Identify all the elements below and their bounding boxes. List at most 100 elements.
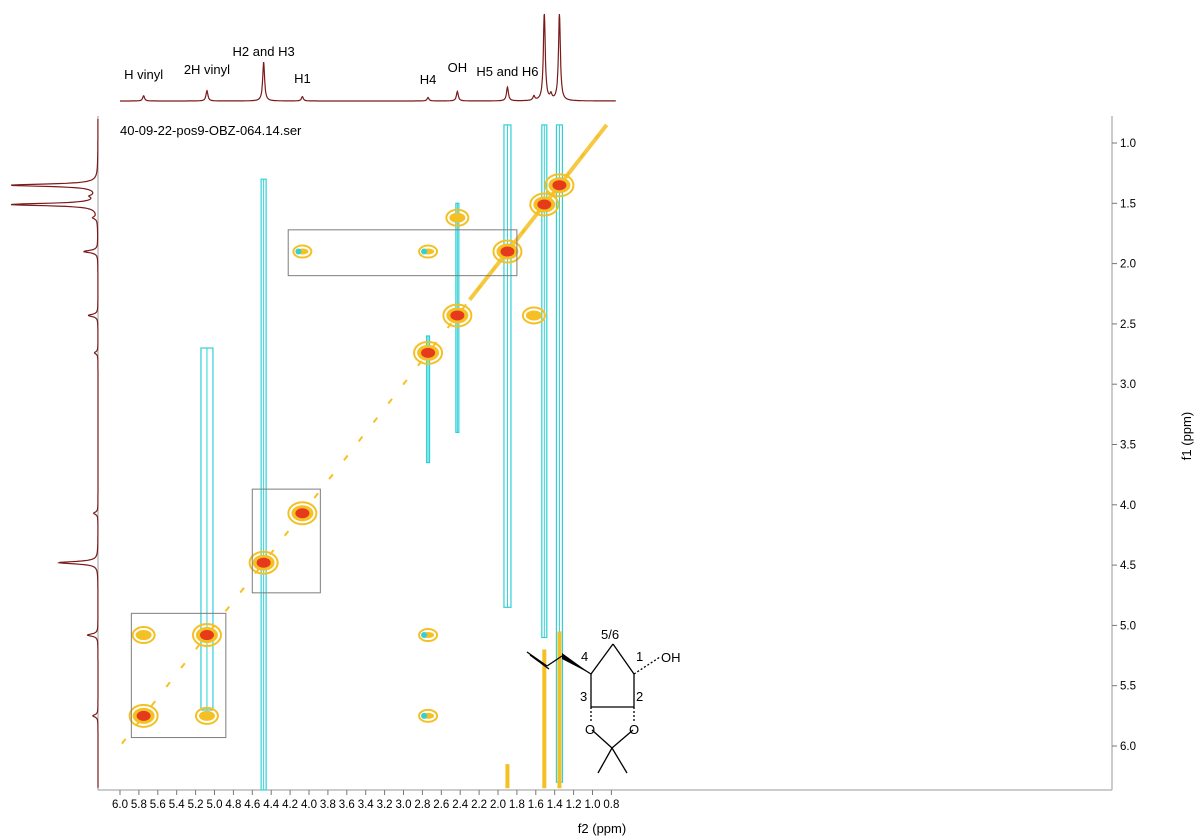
x-axis-label: f2 (ppm) xyxy=(578,821,626,836)
x-tick-label-14: 3.2 xyxy=(377,799,393,811)
y-axis-label: f1 (ppm) xyxy=(1179,412,1194,460)
peak-outer-10 xyxy=(194,706,219,725)
highlight-box-2 xyxy=(287,229,518,277)
peak-neg-11 xyxy=(295,248,302,255)
x-tick-label-21: 1.8 xyxy=(509,799,525,811)
x-tick-label-0: 6.0 xyxy=(112,799,128,811)
peak-core-1 xyxy=(199,630,214,641)
x-tick-label-23: 1.4 xyxy=(547,799,564,811)
y-tick-label-3: 2.5 xyxy=(1120,319,1136,331)
peak-outer-15 xyxy=(418,628,439,643)
x-tick-label-3: 5.4 xyxy=(169,799,186,811)
pos-trace-2 xyxy=(557,631,562,789)
contour-peaks xyxy=(128,173,575,728)
peak-label-0: H vinyl xyxy=(124,67,163,82)
label-c2: 2 xyxy=(636,689,643,704)
peak-outer-11 xyxy=(292,244,313,259)
peak-outer-4 xyxy=(413,340,444,365)
y-tick-label-5: 3.5 xyxy=(1120,440,1136,452)
molecule-structure xyxy=(526,643,661,774)
top-projection xyxy=(120,13,616,102)
peak-label-5: OH xyxy=(448,60,468,75)
peak-mid-13 xyxy=(449,212,466,223)
diagonal-upper xyxy=(468,123,609,302)
pos-trace-0 xyxy=(505,764,510,789)
peak-outer-13 xyxy=(445,208,470,227)
peak-core-6 xyxy=(500,246,515,257)
x-tick-label-7: 4.6 xyxy=(244,799,260,811)
1d-projections xyxy=(10,13,616,788)
peak-outer-8 xyxy=(544,173,575,198)
peak-label-4: H4 xyxy=(420,72,437,87)
plot-area xyxy=(97,116,1113,791)
peak-neg-16 xyxy=(421,712,428,719)
peak-outer-2 xyxy=(248,550,279,575)
y-tick-label-10: 6.0 xyxy=(1120,741,1136,753)
vertical-traces xyxy=(200,124,564,791)
label-5-6: 5/6 xyxy=(601,627,619,642)
y-axis-ticks: 1.0 1.5 2.0 2.5 3.0 3.5 4.0 4.5 5.0 5.5 6.0 xyxy=(1112,138,1136,753)
peak-neg-15 xyxy=(421,632,428,639)
peak-outer-5 xyxy=(442,303,473,328)
peak-outer-14 xyxy=(521,306,546,325)
label-o-right: O xyxy=(629,722,639,737)
label-c3: 3 xyxy=(580,689,587,704)
x-tick-label-13: 3.4 xyxy=(358,799,375,811)
x-tick-label-25: 1.0 xyxy=(585,799,601,811)
label-c1: 1 xyxy=(636,649,643,664)
peak-label-3: H1 xyxy=(294,71,311,86)
y-tick-label-4: 3.0 xyxy=(1120,379,1136,391)
x-tick-label-1: 5.8 xyxy=(131,799,147,811)
peak-mid-9 xyxy=(135,630,152,641)
label-oh: OH xyxy=(661,650,681,665)
y-tick-label-8: 5.0 xyxy=(1120,620,1136,632)
y-tick-label-2: 2.0 xyxy=(1120,259,1136,271)
peak-outer-3 xyxy=(287,501,318,526)
x-tick-label-16: 2.8 xyxy=(414,799,430,811)
diagonal-band xyxy=(121,120,611,745)
x-tick-label-10: 4.0 xyxy=(301,799,317,811)
peak-core-5 xyxy=(450,310,465,321)
peak-outer-12 xyxy=(418,244,439,259)
peak-core-4 xyxy=(421,347,436,358)
peak-outer-9 xyxy=(131,626,156,645)
label-o-left: O xyxy=(585,722,595,737)
peak-label-1: 2H vinyl xyxy=(184,62,230,77)
left-projection xyxy=(10,118,99,788)
label-c4: 4 xyxy=(581,649,588,664)
x-tick-label-12: 3.6 xyxy=(339,799,355,811)
highlight-box-1 xyxy=(251,488,321,594)
pos-trace-1 xyxy=(542,649,547,789)
x-tick-label-24: 1.2 xyxy=(566,799,582,811)
y-tick-label-6: 4.0 xyxy=(1120,500,1136,512)
x-tick-label-17: 2.6 xyxy=(433,799,449,811)
peak-mid-14 xyxy=(525,310,542,321)
x-tick-label-9: 4.2 xyxy=(282,799,298,811)
peak-label-6: H5 and H6 xyxy=(476,64,538,79)
peak-outer-16 xyxy=(418,708,439,723)
peak-core-0 xyxy=(136,710,151,721)
x-tick-label-4: 5.2 xyxy=(188,799,204,811)
y-tick-label-9: 5.5 xyxy=(1120,681,1136,693)
y-tick-label-1: 1.5 xyxy=(1120,198,1136,210)
x-tick-label-19: 2.2 xyxy=(471,799,487,811)
x-tick-label-11: 3.8 xyxy=(320,799,336,811)
peak-outer-0 xyxy=(128,703,159,728)
y-tick-label-7: 4.5 xyxy=(1120,560,1136,572)
y-tick-label-0: 1.0 xyxy=(1120,138,1136,150)
chart-title: 40-09-22-pos9-OBZ-064.14.ser xyxy=(120,123,302,138)
x-tick-label-5: 5.0 xyxy=(207,799,223,811)
peak-mid-10 xyxy=(198,710,215,721)
x-tick-label-2: 5.6 xyxy=(150,799,166,811)
x-tick-label-15: 3.0 xyxy=(396,799,412,811)
peak-outer-6 xyxy=(492,239,523,264)
peak-core-7 xyxy=(537,199,552,210)
x-axis-ticks: 6.0 5.8 5.6 5.4 5.2 5.0 4.8 4.6 4.4 4.2 4.0 3.8 3.6 3… xyxy=(112,790,619,811)
peak-neg-12 xyxy=(421,248,428,255)
x-tick-label-8: 4.4 xyxy=(263,799,280,811)
peak-outer-7 xyxy=(529,192,560,217)
peak-core-3 xyxy=(295,508,310,519)
peak-core-2 xyxy=(256,557,271,568)
